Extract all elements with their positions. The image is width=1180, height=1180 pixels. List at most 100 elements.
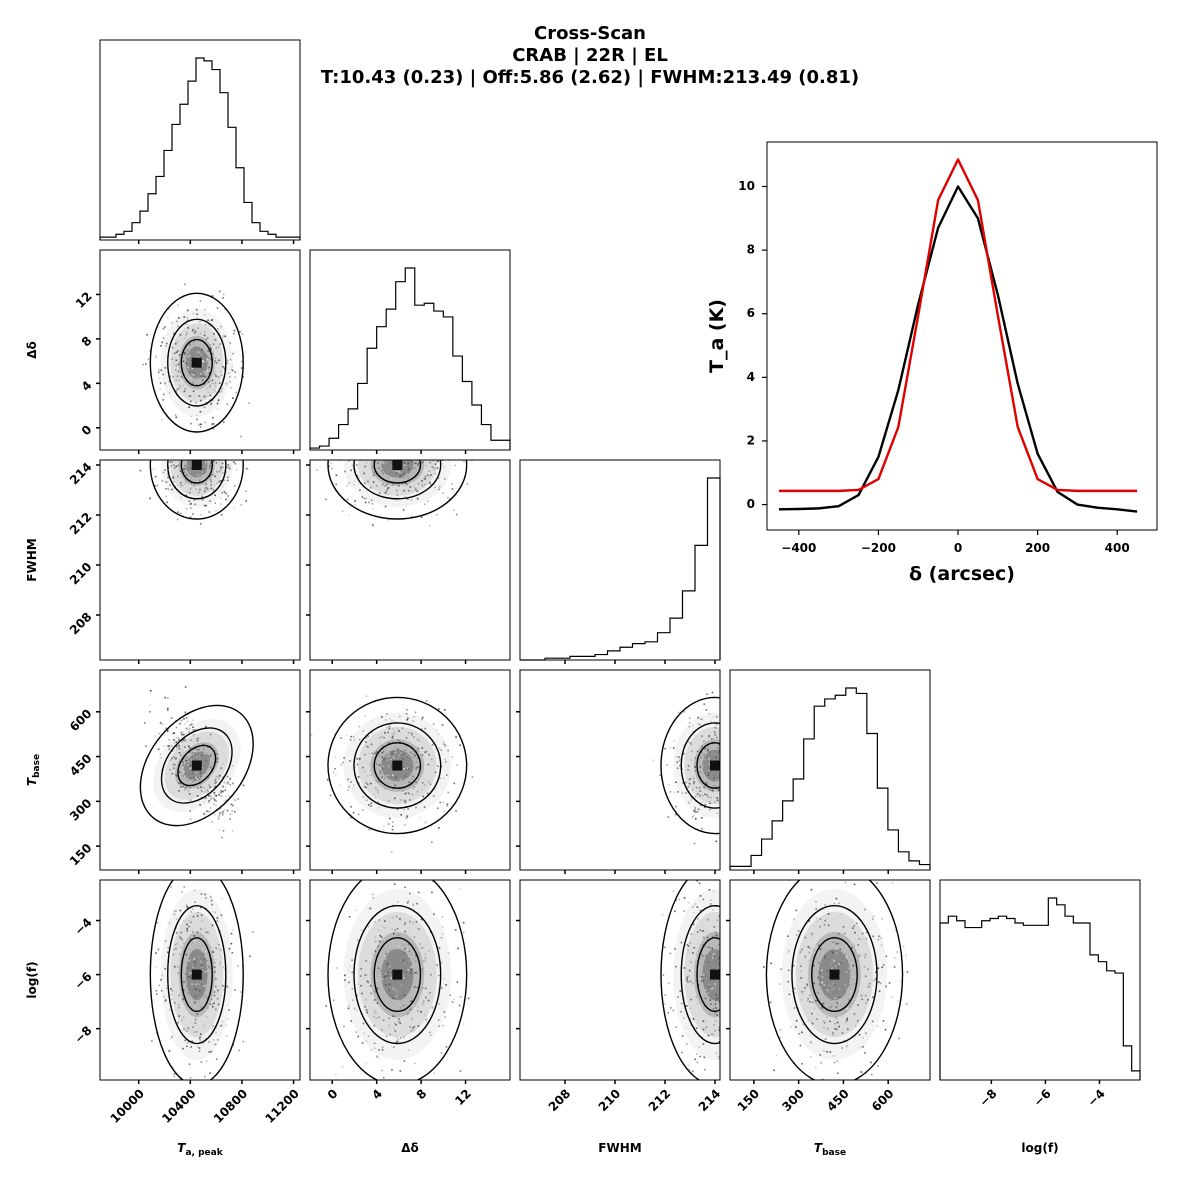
sample-point: [424, 483, 426, 486]
sample-point: [222, 790, 224, 793]
sample-point: [442, 777, 445, 780]
sample-point: [185, 494, 188, 497]
sample-point: [699, 997, 702, 1000]
sample-point: [214, 510, 217, 512]
sample-point: [350, 735, 352, 738]
sample-point: [417, 1025, 420, 1027]
sample-point: [823, 957, 826, 959]
sample-point: [877, 938, 880, 941]
sample-point: [404, 800, 407, 803]
sample-point: [185, 362, 187, 364]
sample-point: [173, 965, 176, 968]
sample-point: [164, 367, 167, 369]
sample-point: [190, 362, 192, 365]
sample-point: [384, 731, 386, 734]
sample-point: [399, 778, 402, 781]
sample-point: [181, 759, 184, 762]
contour-line: [149, 460, 244, 520]
sample-point: [195, 414, 198, 417]
sample-point: [210, 899, 213, 902]
sample-point: [700, 756, 702, 759]
sample-point: [368, 828, 371, 831]
density-Doff-Ta: [142, 283, 250, 438]
sample-point: [710, 796, 712, 799]
sample-point: [865, 937, 868, 940]
sample-point: [862, 938, 865, 940]
sample-point: [211, 319, 214, 321]
sample-point: [215, 808, 218, 811]
sample-point: [846, 1045, 848, 1048]
sample-point: [226, 809, 229, 812]
sample-point: [430, 758, 433, 760]
sample-point: [339, 784, 342, 787]
sample-point: [171, 1066, 174, 1069]
sample-point: [688, 1068, 691, 1071]
sample-point: [359, 975, 362, 977]
sample-point: [374, 940, 377, 943]
sample-point: [713, 731, 716, 733]
sample-point: [371, 731, 373, 733]
sample-point: [349, 760, 351, 762]
sample-point: [793, 918, 795, 921]
sample-point: [249, 955, 251, 958]
x-axis-label-Tbase-main: T: [814, 1141, 823, 1155]
sample-point: [712, 1034, 715, 1037]
sample-point: [692, 905, 694, 908]
contour-line: [680, 904, 720, 1045]
sample-point: [413, 490, 415, 493]
sample-point: [190, 364, 193, 367]
sample-point: [218, 470, 220, 473]
sample-point: [209, 347, 212, 349]
sample-point: [709, 947, 712, 949]
sample-point: [692, 814, 695, 817]
sample-point: [178, 994, 180, 997]
sample-point: [714, 1011, 717, 1014]
sample-point: [208, 970, 211, 973]
sample-point: [418, 1030, 421, 1033]
sample-point: [699, 1055, 701, 1058]
sample-point: [675, 965, 677, 968]
sample-point: [441, 724, 444, 726]
sample-point: [712, 968, 715, 971]
sample-point: [431, 460, 434, 462]
sample-point: [194, 330, 197, 332]
histogram-Tbase: [729, 687, 931, 870]
sample-point: [212, 427, 215, 430]
sample-point: [687, 1064, 690, 1067]
sample-point: [712, 938, 714, 941]
sample-point: [415, 750, 418, 753]
sample-point: [176, 752, 178, 755]
sample-point: [441, 987, 443, 989]
sample-point: [394, 929, 397, 931]
sample-point: [211, 295, 214, 297]
sample-point: [242, 375, 244, 378]
sample-point: [865, 931, 868, 934]
sample-point: [189, 355, 192, 357]
panel-logf-Tbase: 150 300 450 600: [726, 879, 931, 1114]
contour-line: [353, 460, 442, 500]
sample-point: [371, 752, 373, 755]
sample-point: [167, 476, 169, 479]
sample-point: [203, 490, 206, 493]
sample-point: [392, 732, 395, 735]
sample-point: [186, 967, 189, 969]
sample-point: [429, 783, 432, 786]
sample-point: [223, 479, 225, 482]
sample-point: [177, 511, 179, 514]
sample-point: [374, 950, 377, 953]
sample-point: [168, 748, 171, 751]
sample-point: [811, 952, 814, 955]
sample-point: [180, 389, 183, 392]
sample-point: [398, 484, 400, 487]
sample-point: [183, 351, 186, 354]
sample-point: [373, 754, 376, 757]
sample-point: [391, 719, 393, 722]
sample-point: [198, 956, 200, 958]
sample-point: [898, 1037, 900, 1040]
sample-point: [350, 469, 352, 472]
sample-point: [178, 1003, 181, 1006]
sample-point: [413, 986, 416, 988]
sample-point: [420, 516, 423, 519]
sample-point: [836, 1072, 839, 1075]
sample-point: [666, 764, 669, 766]
